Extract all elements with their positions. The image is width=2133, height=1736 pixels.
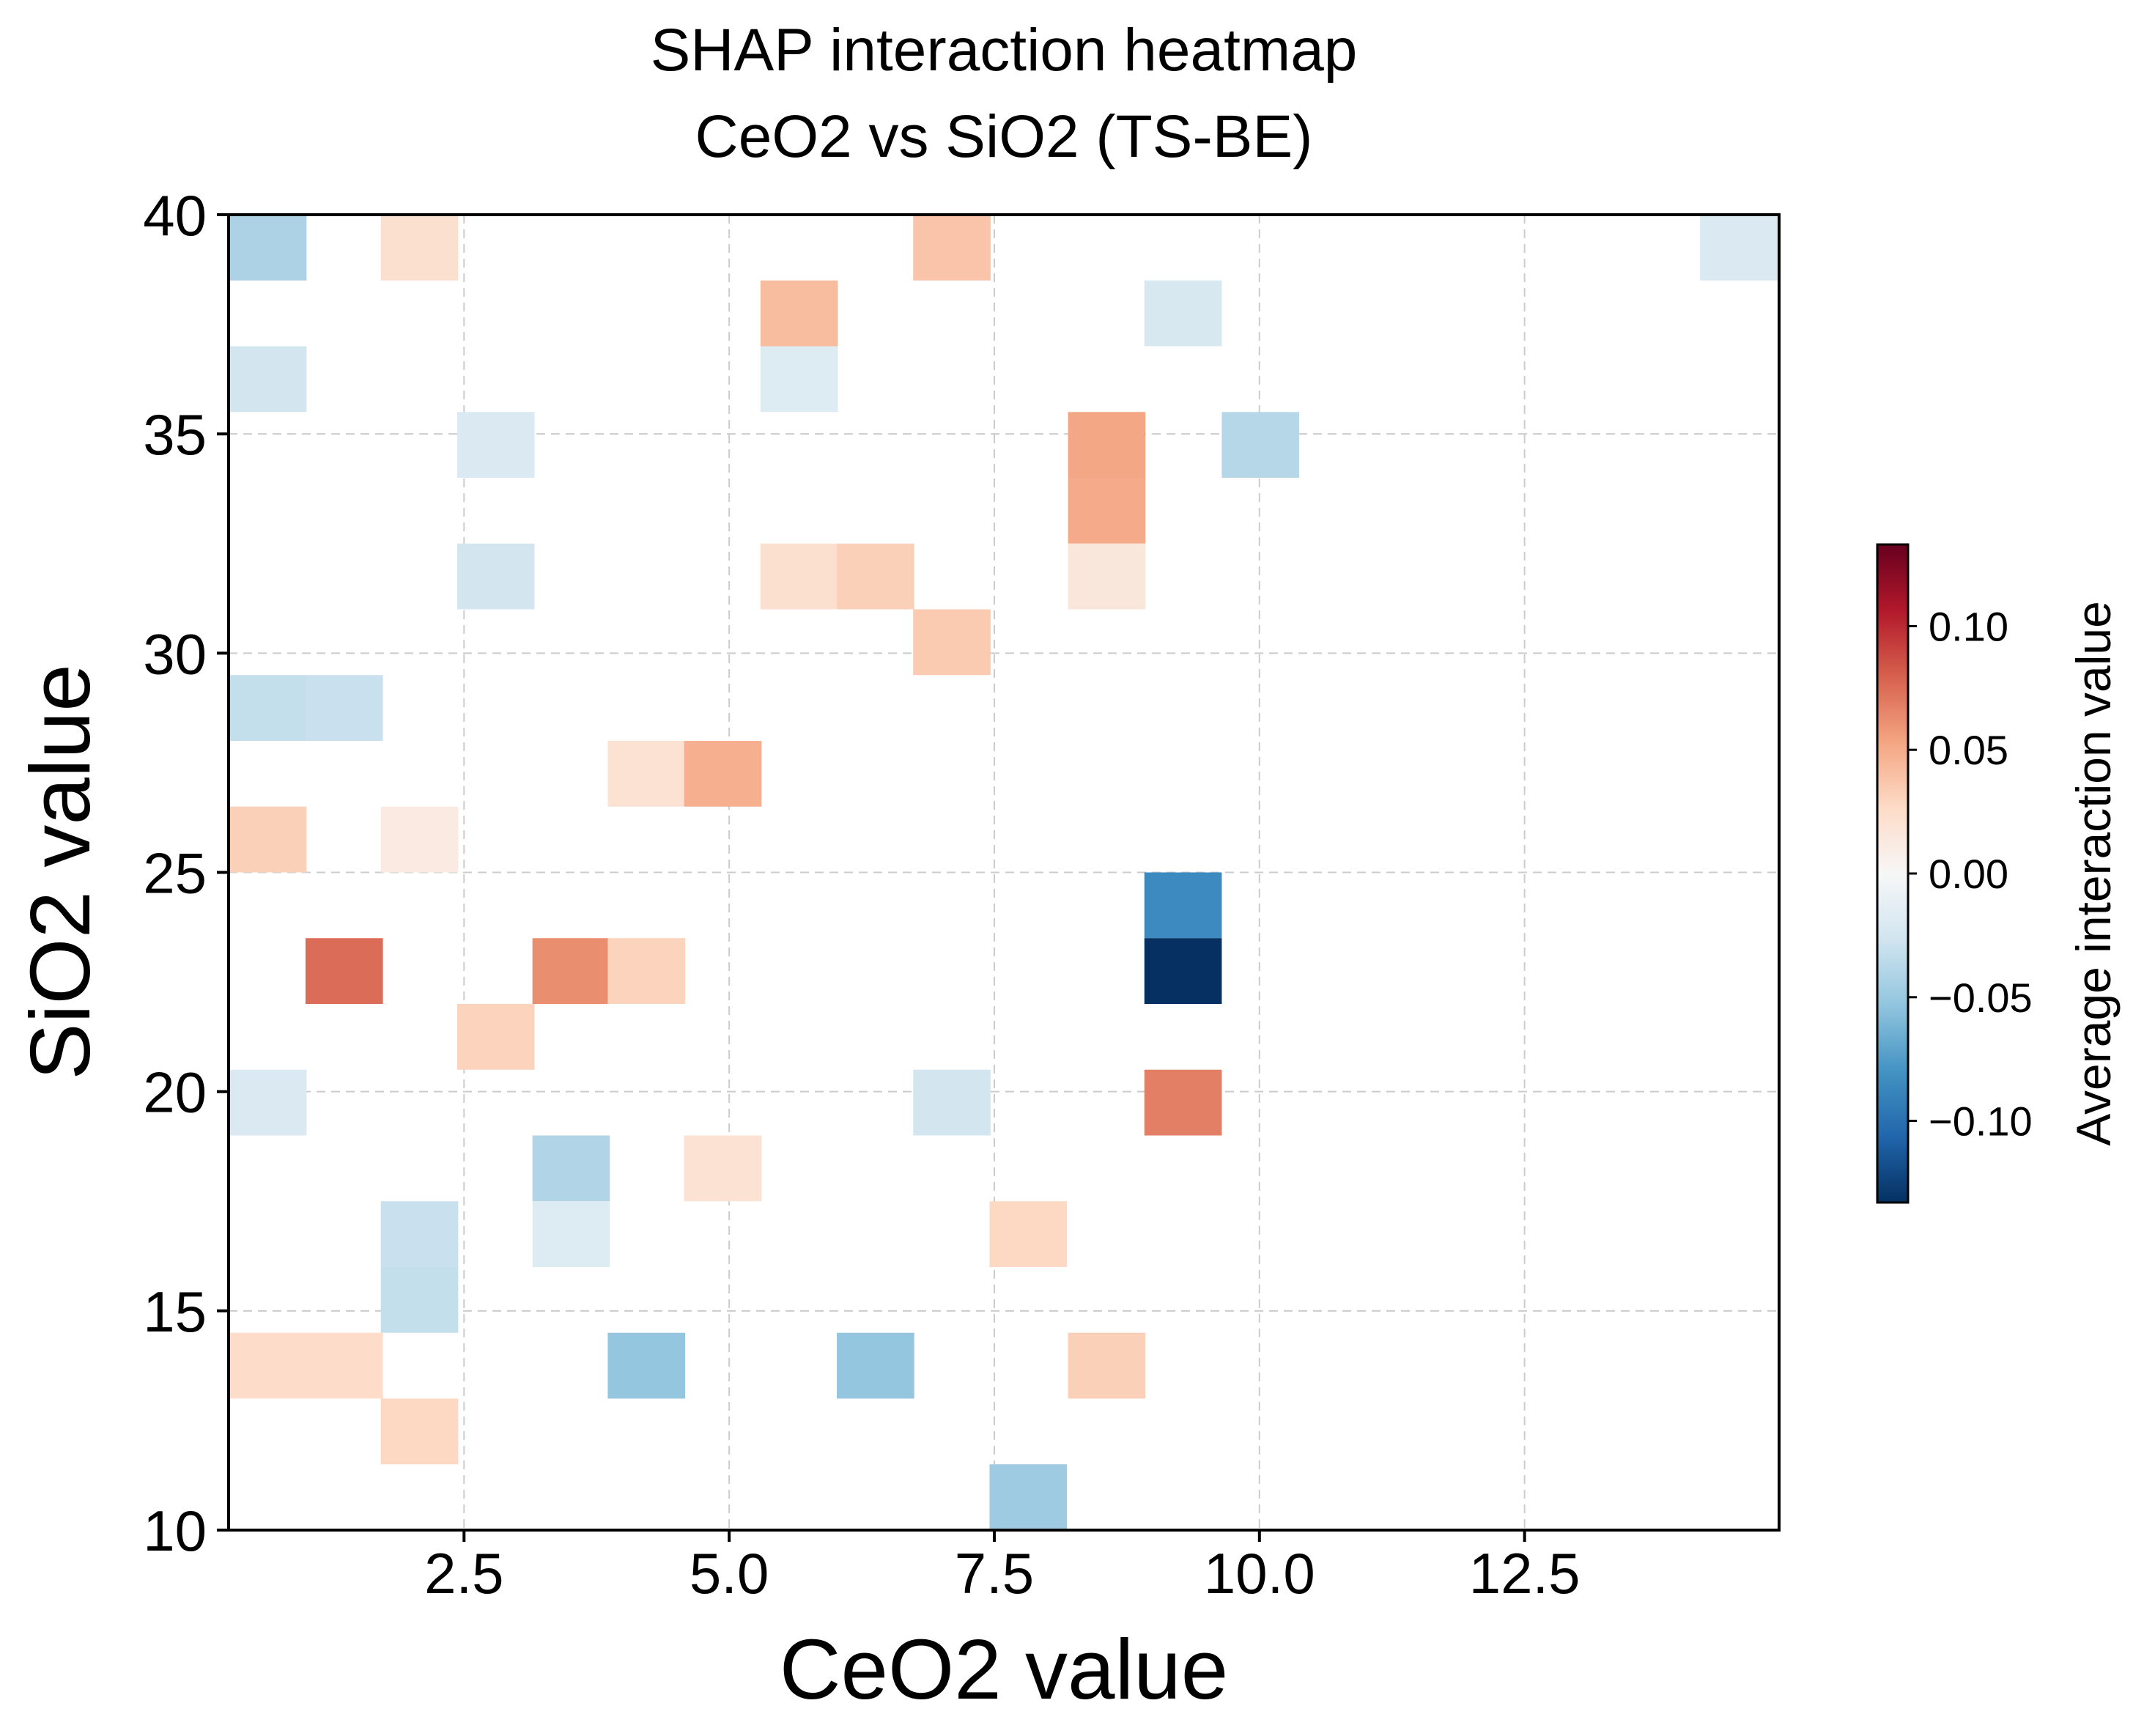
heatmap-cell — [229, 1332, 307, 1399]
heatmap-cell — [305, 938, 383, 1004]
heatmap-cell — [532, 1201, 610, 1267]
heatmap-cell — [1144, 280, 1222, 347]
heatmap-cell — [760, 543, 838, 610]
heatmap-cell — [837, 543, 914, 610]
heatmap-cell — [229, 675, 307, 741]
x-tick-label: 7.5 — [955, 1541, 1034, 1606]
y-tick-label: 25 — [143, 841, 207, 906]
heatmap-cell — [532, 938, 610, 1004]
heatmap-cell — [989, 1464, 1068, 1530]
x-axis-ticks: 2.5 5.0 7.5 10.0 12.5 — [424, 1530, 1581, 1606]
y-tick-label: 40 — [143, 183, 207, 248]
x-tick-label: 2.5 — [424, 1541, 503, 1606]
heatmap-cell — [380, 1267, 459, 1333]
x-tick-label: 10.0 — [1204, 1541, 1315, 1606]
heatmap-cell — [229, 806, 307, 873]
heatmap-cell — [380, 1201, 459, 1267]
y-tick-label: 20 — [143, 1060, 207, 1125]
heatmap-cell — [913, 609, 991, 676]
heatmap-cell — [1700, 215, 1778, 281]
heatmap-cell — [380, 806, 459, 873]
heatmap-cells — [229, 215, 1778, 1530]
x-tick-label: 5.0 — [690, 1541, 769, 1606]
colorbar-tick-label: 0.00 — [1929, 851, 2008, 897]
heatmap-cell — [229, 1069, 307, 1136]
y-axis-ticks: 10 15 20 25 30 35 40 — [143, 183, 229, 1563]
heatmap-cell — [684, 741, 762, 807]
heatmap-cell — [837, 1332, 914, 1399]
heatmap-cell — [760, 280, 838, 347]
heatmap-cell — [684, 1135, 762, 1202]
y-tick-label: 10 — [143, 1499, 207, 1563]
heatmap-cell — [532, 1135, 610, 1202]
heatmap-cell — [760, 346, 838, 413]
colorbar-ticks: 0.10 0.05 0.00 −0.05 −0.10 — [1908, 603, 2033, 1145]
heatmap-cell — [1068, 543, 1146, 610]
heatmap-cell — [607, 1332, 686, 1399]
heatmap-cell — [1144, 1069, 1222, 1136]
heatmap-cell — [456, 543, 535, 610]
heatmap-cell — [607, 741, 686, 807]
heatmap-cell — [913, 215, 991, 281]
heatmap-cell — [229, 346, 307, 413]
x-axis-label: CeO2 value — [780, 1622, 1229, 1717]
heatmap-cell — [989, 1201, 1068, 1267]
heatmap-cell — [456, 412, 535, 478]
heatmap-cell — [380, 215, 459, 281]
colorbar-tick-label: 0.05 — [1929, 727, 2008, 773]
heatmap-cell — [456, 1004, 535, 1070]
heatmap-cell — [607, 938, 686, 1004]
chart-title: SHAP interaction heatmap — [651, 17, 1358, 84]
heatmap-cell — [1144, 872, 1222, 939]
x-tick-label: 12.5 — [1469, 1541, 1581, 1606]
heatmap-cell — [305, 1332, 383, 1399]
heatmap-cell — [1144, 938, 1222, 1004]
colorbar-label: Average interaction value — [2066, 601, 2121, 1146]
heatmap-cell — [1068, 478, 1146, 544]
colorbar — [1876, 543, 1910, 1204]
chart-subtitle: CeO2 vs SiO2 (TS-BE) — [695, 103, 1313, 170]
heatmap-cell — [1068, 412, 1146, 478]
y-tick-label: 35 — [143, 402, 207, 467]
colorbar-tick-label: −0.05 — [1929, 975, 2033, 1021]
colorbar-tick-label: 0.10 — [1929, 603, 2008, 649]
heatmap-cell — [229, 215, 307, 281]
heatmap-cell — [1068, 1332, 1146, 1399]
y-axis-label: SiO2 value — [12, 664, 108, 1079]
colorbar-tick-label: −0.10 — [1929, 1098, 2033, 1145]
heatmap-cell — [913, 1069, 991, 1136]
y-tick-label: 30 — [143, 621, 207, 686]
heatmap-cell — [305, 675, 383, 741]
heatmap-cell — [380, 1398, 459, 1465]
y-tick-label: 15 — [143, 1279, 207, 1344]
heatmap-cell — [1221, 412, 1300, 478]
